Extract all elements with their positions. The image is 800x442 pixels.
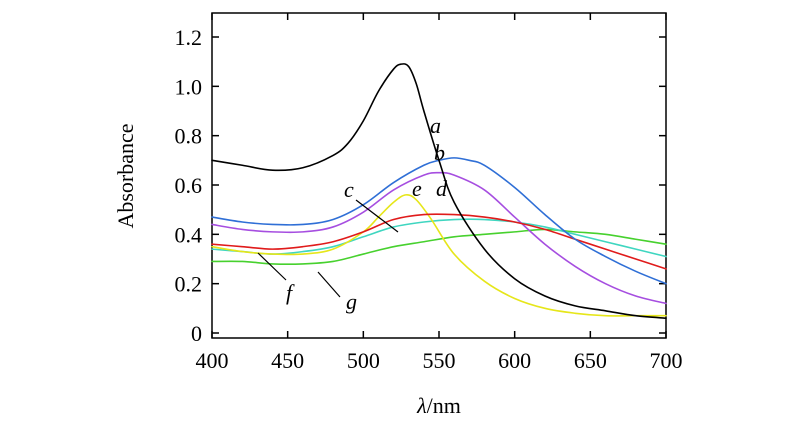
y-tick-label: 0.2 xyxy=(175,272,203,297)
curve-label-f: f xyxy=(286,280,295,305)
x-tick-label: 700 xyxy=(650,348,683,373)
x-tick-label: 400 xyxy=(196,348,229,373)
curve-label-c: c xyxy=(344,177,354,202)
series-line-c xyxy=(211,213,667,270)
leader-f xyxy=(257,252,287,281)
y-tick-label: 0.8 xyxy=(175,124,203,149)
y-axis-label: Absorbance xyxy=(113,123,138,228)
x-tick-label: 500 xyxy=(347,348,380,373)
y-tick-label: 1.2 xyxy=(175,25,203,50)
curve-label-b: b xyxy=(434,140,445,165)
axis-ticks xyxy=(211,13,667,338)
x-axis-label-unit: /nm xyxy=(427,393,461,418)
leader-c xyxy=(355,199,399,233)
x-tick-label: 650 xyxy=(574,348,607,373)
axis-tick-labels: 400 450 500 550 600 650 700 0 0.2 0.4 0.6 0.8 1.0 1.2 xyxy=(175,25,683,373)
curve-labels: a b c d e f g xyxy=(286,113,448,314)
y-tick-label: 0.6 xyxy=(175,173,203,198)
series-line-g xyxy=(211,228,667,266)
x-tick-label: 550 xyxy=(423,348,456,373)
curve-label-e: e xyxy=(412,176,422,201)
curve-label-d: d xyxy=(436,176,448,201)
series-line-a xyxy=(211,63,667,319)
x-tick-label: 450 xyxy=(271,348,304,373)
series-line-d xyxy=(211,171,667,305)
curve-label-a: a xyxy=(430,113,441,138)
curve-label-g: g xyxy=(346,289,357,314)
series-line-f xyxy=(211,218,667,258)
x-axis-label-symbol: λ xyxy=(416,393,427,418)
y-tick-label: 1.0 xyxy=(175,74,203,99)
label-leaders xyxy=(257,199,399,298)
y-tick-label: 0 xyxy=(191,321,202,346)
x-axis-label: λ/nm xyxy=(416,393,461,418)
series-line-b xyxy=(211,157,667,285)
y-tick-label: 0.4 xyxy=(175,222,203,247)
x-tick-label: 600 xyxy=(498,348,531,373)
series-layer xyxy=(211,63,667,319)
series-line-e xyxy=(211,193,667,317)
leader-g xyxy=(317,271,341,298)
